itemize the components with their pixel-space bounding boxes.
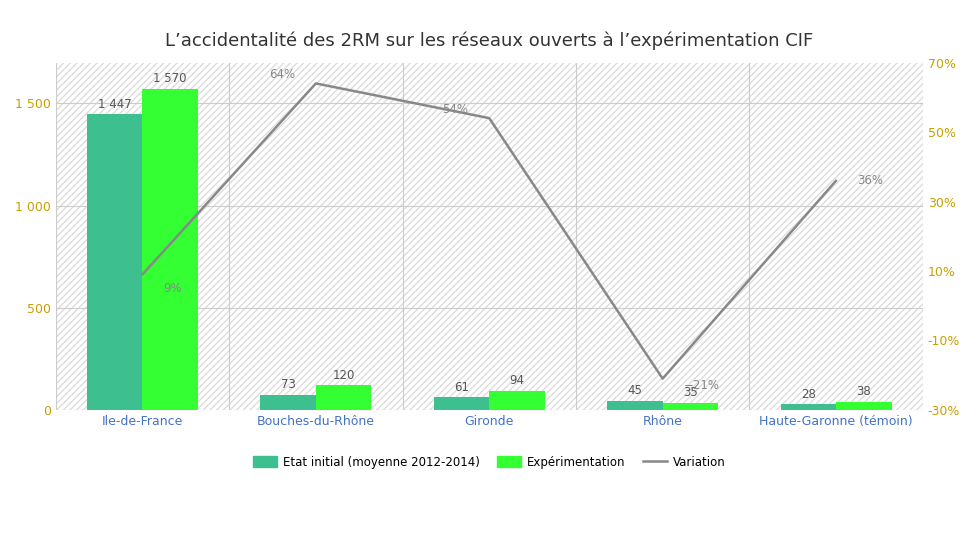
- Text: 64%: 64%: [269, 68, 295, 82]
- Title: L’accidentalité des 2RM sur les réseaux ouverts à l’expérimentation CIF: L’accidentalité des 2RM sur les réseaux …: [165, 31, 813, 50]
- Text: 1 447: 1 447: [98, 97, 132, 110]
- Text: 45: 45: [628, 384, 643, 397]
- Bar: [142, 89, 198, 410]
- Bar: [781, 404, 836, 410]
- Text: 73: 73: [281, 379, 295, 391]
- Bar: [663, 403, 719, 410]
- Text: 36%: 36%: [857, 174, 883, 187]
- Legend: Etat initial (moyenne 2012-2014), Expérimentation, Variation: Etat initial (moyenne 2012-2014), Expéri…: [249, 451, 730, 474]
- Text: 28: 28: [800, 387, 816, 400]
- Bar: [750, 62, 922, 410]
- Bar: [260, 395, 316, 410]
- Bar: [434, 398, 489, 410]
- Text: 54%: 54%: [443, 103, 468, 116]
- Bar: [576, 62, 750, 410]
- Text: 9%: 9%: [163, 282, 182, 295]
- Bar: [489, 391, 545, 410]
- Bar: [316, 386, 371, 410]
- Bar: [56, 62, 229, 410]
- Text: 1 570: 1 570: [153, 72, 187, 85]
- Text: 94: 94: [510, 374, 525, 387]
- Bar: [836, 402, 891, 410]
- Text: 35: 35: [683, 386, 698, 399]
- Bar: [229, 62, 403, 410]
- Bar: [607, 401, 663, 410]
- Text: −21%: −21%: [683, 379, 720, 392]
- Bar: [403, 62, 576, 410]
- Text: 61: 61: [454, 381, 469, 394]
- Bar: [87, 114, 142, 410]
- Text: 120: 120: [332, 369, 355, 382]
- Text: 38: 38: [856, 386, 872, 398]
